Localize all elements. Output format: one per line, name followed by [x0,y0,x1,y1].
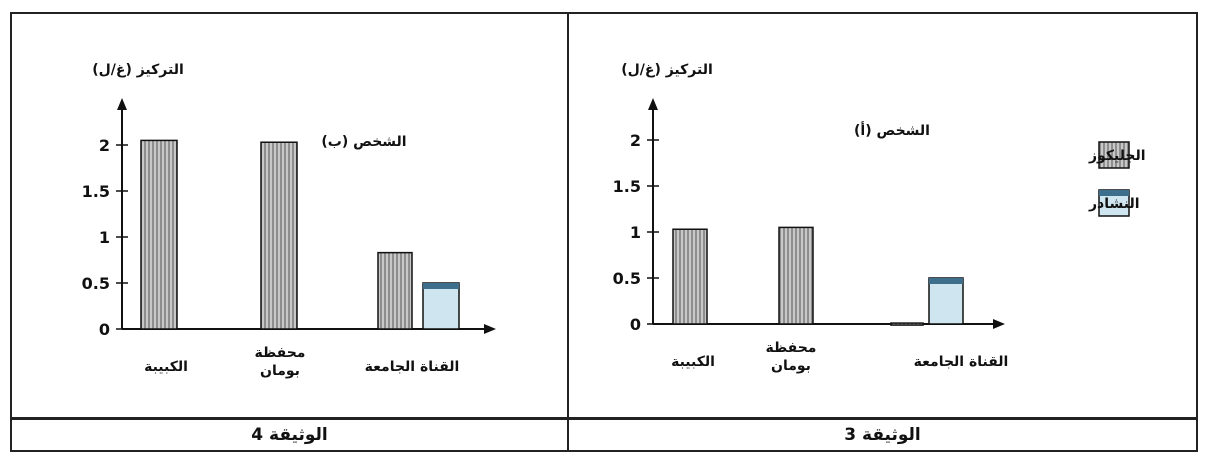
category-label: الكبيبة [144,359,188,375]
y-tick-label: 0.5 [613,269,641,288]
x-axis-arrow [484,324,496,334]
x-axis-arrow [993,319,1005,329]
bar-glucose [672,228,708,325]
category-label: الكبيبة [671,354,715,370]
panel-divider [567,12,569,452]
bar-ammonia-cap [423,283,459,289]
bar-glucose [377,251,413,330]
bar-ammonia-cap [929,278,963,284]
chart-title: الشخص (ب) [321,134,406,150]
bar-ammonia [422,282,460,330]
y-axis-label: التركيز (غ/ل) [92,62,184,78]
chart-person-b: 0 0.5 1 1.5 2 التركيز (غ/ل) الشخص (ب) الكبيبة مح… [82,62,496,379]
y-tick-label: 0 [99,320,110,339]
legend-label-ammonia: النشادر [1088,196,1140,212]
category-label: محفظة بومان [766,340,817,374]
document-frame [10,12,1198,452]
bar-glucose [778,226,814,325]
y-tick-label: 0 [630,315,641,334]
y-axis-arrow [648,98,658,110]
bar-ammonia [928,277,964,325]
y-tick-label: 0.5 [82,274,110,293]
caption-divider [10,417,1198,420]
bar-glucose [140,139,178,330]
chart-person-a: 0 0.5 1 1.5 2 التركيز (غ/ل) الشخص (أ) الكبيبة مح… [613,62,1146,374]
bar-glucose [260,141,298,330]
bar-glucose [890,322,924,326]
caption-document-4: الوثيقة 4 [251,425,328,445]
y-tick-label: 1.5 [82,182,110,201]
legend-swatch-ammonia-cap [1099,190,1129,196]
y-axis-label: التركيز (غ/ل) [621,62,713,78]
y-axis-arrow [117,98,127,110]
caption-document-3: الوثيقة 3 [844,425,921,445]
y-tick-label: 1 [99,228,110,247]
chart-title: الشخص (أ) [854,121,930,139]
category-label: القناة الجامعة [914,354,1009,370]
legend-label-glucose: الجليكوز [1088,148,1146,164]
y-tick-label: 1 [630,223,641,242]
y-tick-label: 2 [99,136,110,155]
y-tick-label: 2 [630,131,641,150]
y-tick-label: 1.5 [613,177,641,196]
legend-swatch-glucose [1098,141,1130,169]
category-label: القناة الجامعة [365,359,460,375]
category-label: محفظة بومان [255,345,306,379]
